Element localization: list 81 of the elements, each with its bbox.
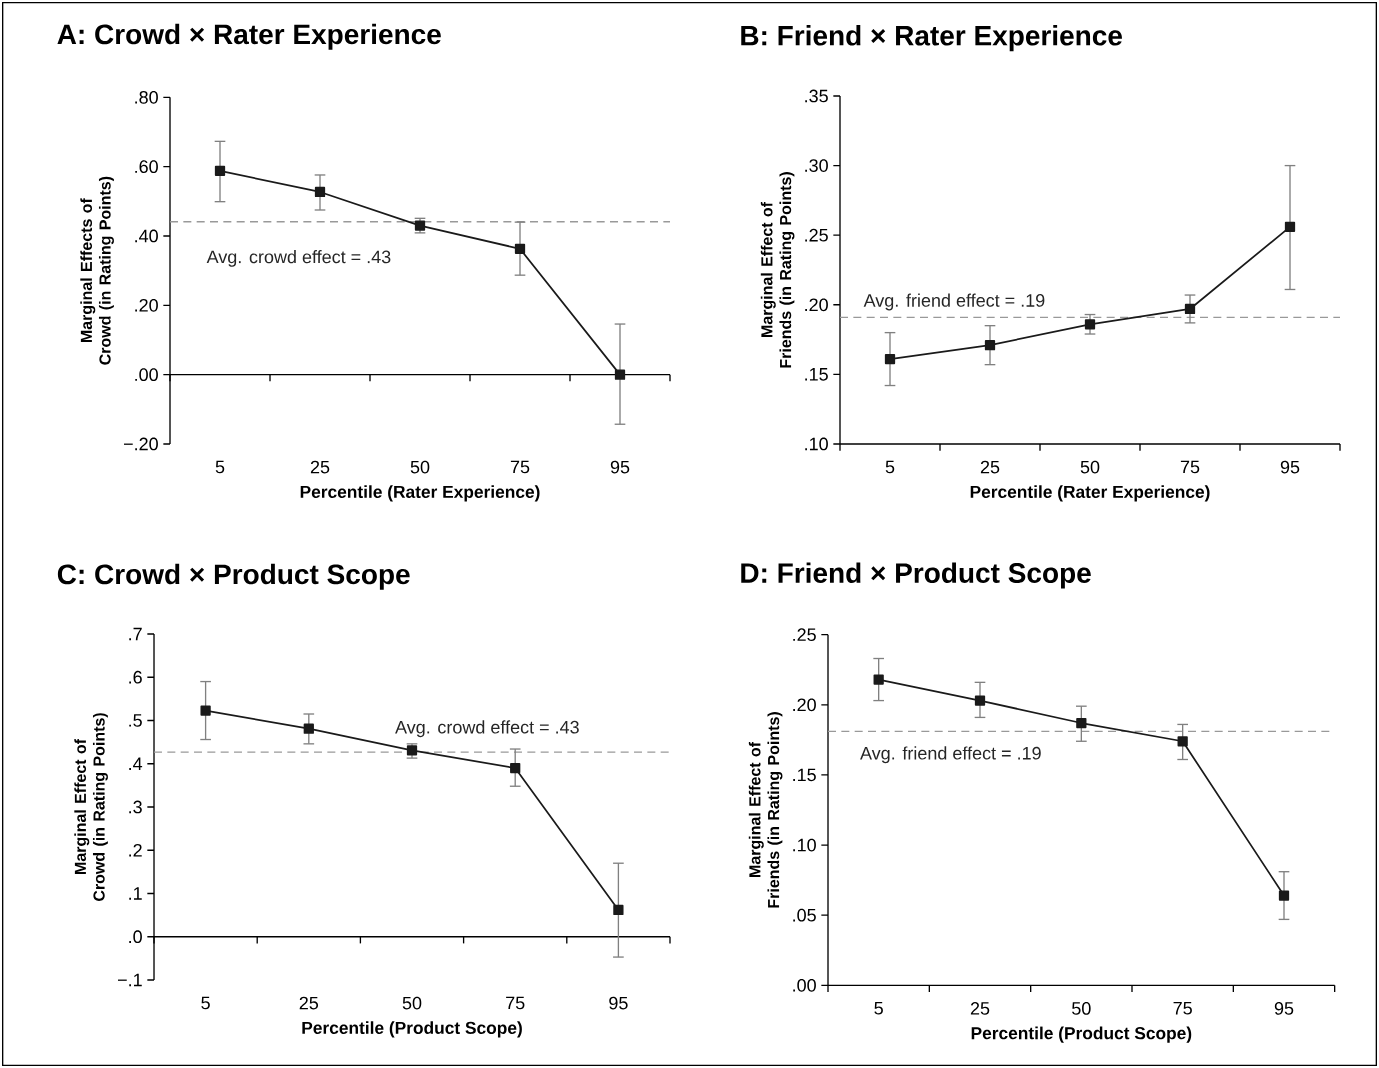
chart-title: D: Friend × Product Scope — [741, 562, 1091, 589]
y-tick-label: .60 — [135, 160, 158, 174]
y-tick-label: .10 — [805, 437, 828, 451]
y-tick-label: −.1 — [117, 973, 142, 987]
point — [873, 674, 884, 685]
ref-line-label: Avg. friend effect = .19 — [863, 293, 1045, 311]
ref-line-label: Avg. crowd effect = .43 — [395, 720, 579, 738]
point — [1278, 890, 1290, 901]
point — [1184, 303, 1196, 315]
point — [314, 186, 326, 198]
x-tick-label: 95 — [1280, 460, 1300, 474]
x-axis-title: Percentile (Rater Experience) — [970, 485, 1210, 502]
chart-title: A: Crowd × Rater Experience — [57, 23, 441, 50]
y-tick-label: .20 — [135, 298, 158, 312]
chart-title: B: Friend × Rater Experience — [741, 25, 1122, 52]
point — [614, 369, 626, 380]
y-tick-label: .05 — [793, 908, 816, 922]
x-tick-label: 25 — [980, 460, 1000, 474]
point — [1084, 319, 1096, 330]
ref-line-label: Avg. friend effect = .19 — [860, 746, 1041, 764]
x-tick-label: 75 — [1173, 1002, 1192, 1015]
y-tick-label: .25 — [805, 228, 828, 242]
y-tick-label: .15 — [805, 368, 828, 381]
y-tick-label: .4 — [129, 757, 143, 770]
point — [200, 705, 211, 716]
x-tick-label: 75 — [1180, 460, 1200, 474]
x-tick-label: 50 — [410, 460, 430, 474]
y-axis-title: Marginal Effects of Crowd (in Rating Points) — [80, 176, 114, 365]
point — [1177, 736, 1188, 747]
x-axis-title: Percentile (Product Scope) — [971, 1026, 1192, 1043]
x-tick-label: 75 — [510, 460, 530, 474]
point — [514, 243, 526, 254]
x-axis-title: Percentile (Rater Experience) — [300, 485, 540, 502]
x-tick-label: 25 — [310, 460, 330, 474]
y-tick-label: .7 — [129, 627, 142, 641]
y-tick-label: .20 — [805, 298, 828, 312]
x-tick-label: 5 — [874, 1002, 883, 1015]
x-tick-label: 95 — [610, 460, 630, 474]
y-tick-label: .6 — [129, 670, 142, 684]
y-tick-label: .30 — [805, 159, 828, 172]
x-tick-label: 50 — [1080, 460, 1100, 474]
x-tick-label: 5 — [215, 460, 225, 474]
y-tick-label: .2 — [129, 843, 142, 857]
point — [1284, 221, 1296, 232]
chart-title: C: Crowd × Product Scope — [57, 563, 410, 590]
x-tick-label: 95 — [1274, 1002, 1294, 1015]
y-tick-label: .15 — [793, 768, 816, 782]
y-axis-title: Marginal Effect of Friends (in Rating Points) — [748, 712, 783, 908]
y-tick-label: .00 — [135, 368, 158, 382]
y-tick-label: .1 — [129, 887, 142, 900]
point — [613, 904, 624, 916]
point — [884, 353, 896, 365]
y-tick-label: −.20 — [123, 437, 158, 451]
y-axis-title: Marginal Effect of Friends (in Rating Points) — [760, 172, 795, 368]
y-tick-label: .0 — [129, 930, 142, 944]
x-tick-label: 95 — [609, 996, 628, 1010]
y-tick-label: .35 — [805, 89, 828, 103]
ref-line-label: Avg. crowd effect = .43 — [206, 250, 391, 267]
y-tick-label: .10 — [793, 838, 816, 852]
x-axis-title: Percentile (Product Scope) — [302, 1021, 522, 1038]
y-tick-label: .00 — [793, 978, 816, 992]
point — [974, 695, 986, 706]
point — [1076, 717, 1087, 729]
y-tick-label: .3 — [129, 800, 142, 814]
point — [303, 723, 314, 734]
y-axis-title: Marginal Effect of Crowd (in Rating Points) — [74, 713, 108, 901]
x-tick-label: 50 — [1072, 1002, 1091, 1015]
x-tick-label: 25 — [299, 996, 319, 1010]
y-tick-label: .25 — [793, 628, 816, 642]
x-tick-label: 25 — [970, 1002, 990, 1015]
x-tick-label: 5 — [201, 996, 210, 1010]
x-tick-label: 5 — [885, 460, 895, 474]
point — [984, 340, 996, 351]
y-tick-label: .5 — [129, 714, 142, 727]
y-tick-label: .40 — [135, 229, 158, 243]
point — [510, 762, 521, 774]
point — [214, 165, 226, 176]
y-tick-label: .20 — [793, 698, 816, 712]
x-tick-label: 50 — [402, 996, 422, 1010]
x-tick-label: 75 — [506, 996, 525, 1010]
y-tick-label: .80 — [135, 90, 158, 104]
